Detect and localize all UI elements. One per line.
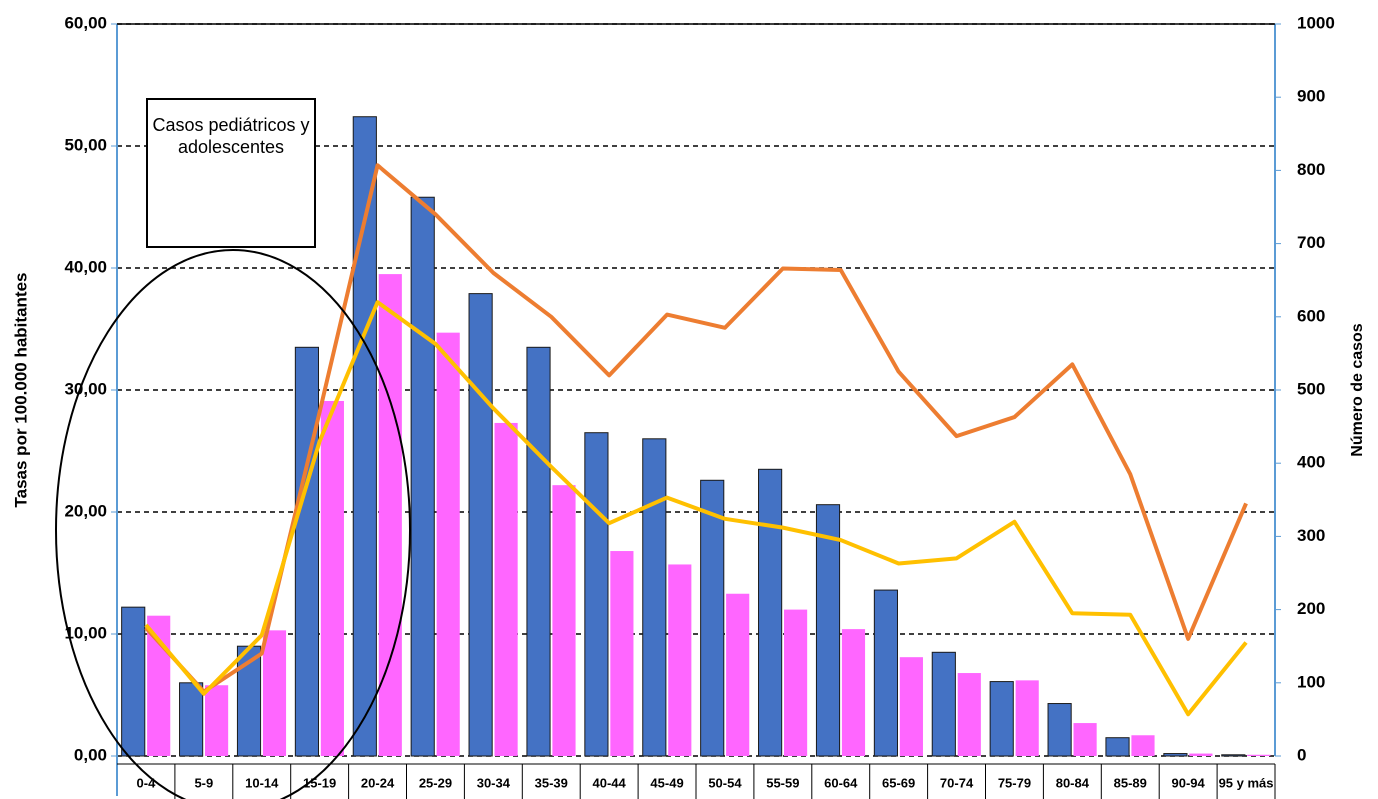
x-tick-label: 90-94 [1172, 775, 1206, 790]
bar [726, 593, 750, 756]
bar [989, 681, 1014, 757]
bar [352, 116, 377, 757]
x-tick-label: 5-9 [194, 775, 213, 790]
bar [320, 400, 344, 756]
bar [784, 609, 808, 756]
bar [468, 293, 493, 757]
bar [552, 485, 576, 756]
y2-tick-label: 100 [1297, 672, 1325, 691]
x-tick-label: 0-4 [137, 775, 157, 790]
bar [873, 589, 898, 757]
bar [610, 551, 634, 756]
bar [436, 332, 460, 756]
bar [1189, 753, 1213, 756]
y2-tick-label: 700 [1297, 233, 1325, 252]
highlight-ellipse [55, 249, 411, 799]
bar [700, 479, 725, 757]
x-tick-label: 35-39 [535, 775, 568, 790]
x-tick-label: 20-24 [361, 775, 395, 790]
y2-tick-label: 300 [1297, 526, 1325, 545]
y2-tick-label: 800 [1297, 160, 1325, 179]
y-tick-label: 40,00 [64, 257, 107, 276]
x-tick-label: 85-89 [1114, 775, 1147, 790]
line [144, 163, 1248, 694]
x-tick-label: 40-44 [593, 775, 627, 790]
x-tick-label: 70-74 [940, 775, 974, 790]
line [144, 300, 1248, 717]
bar [526, 346, 551, 757]
bar [1247, 754, 1271, 756]
annotation: Casos pediátricos y adolescentes [146, 98, 316, 248]
bar [205, 685, 229, 756]
x-tick-label: 65-69 [882, 775, 915, 790]
x-tick-label: 55-59 [766, 775, 799, 790]
y-tick-label: 50,00 [64, 135, 107, 154]
bar [758, 468, 783, 757]
x-tick-label: 80-84 [1056, 775, 1090, 790]
bar [815, 504, 841, 757]
x-tick-label: 60-64 [824, 775, 858, 790]
bar [899, 657, 923, 756]
y2-tick-label: 400 [1297, 453, 1325, 472]
y2-axis-label: Número de casos [1349, 323, 1366, 456]
y-tick-label: 0,00 [74, 745, 107, 764]
x-tick-label: 95 y más [1219, 775, 1274, 790]
y-tick-label: 20,00 [64, 501, 107, 520]
y2-tick-label: 500 [1297, 379, 1325, 398]
y2-tick-label: 600 [1297, 306, 1325, 325]
bar [931, 651, 956, 757]
x-tick-label: 30-34 [477, 775, 511, 790]
bar [668, 564, 692, 756]
bar [841, 629, 866, 756]
bar [147, 615, 171, 756]
bar [957, 673, 981, 756]
y2-tick-label: 0 [1297, 745, 1306, 764]
bar [1105, 737, 1130, 757]
bar [179, 682, 204, 757]
bar [378, 274, 402, 756]
y2-tick-label: 1000 [1297, 13, 1335, 32]
x-tick-label: 45-49 [650, 775, 683, 790]
x-tick-label: 25-29 [419, 775, 452, 790]
bar [584, 432, 609, 757]
y2-tick-label: 900 [1297, 87, 1325, 106]
bar [494, 422, 518, 756]
y-tick-label: 60,00 [64, 13, 107, 32]
x-tick-label: 75-79 [998, 775, 1031, 790]
bar [1163, 753, 1188, 757]
y-tick-label: 10,00 [64, 623, 107, 642]
x-tick-label: 10-14 [245, 775, 279, 790]
y-axis-label: Tasas por 100.000 habitantes [11, 273, 30, 508]
bar [262, 630, 287, 756]
y-tick-label: 30,00 [64, 379, 107, 398]
y2-tick-label: 200 [1297, 599, 1325, 618]
bar [1015, 680, 1039, 756]
bar [1047, 703, 1072, 757]
bar [1073, 723, 1097, 756]
bar [121, 606, 146, 757]
bar [1221, 754, 1246, 757]
x-tick-label: 50-54 [708, 775, 742, 790]
bar [294, 346, 319, 757]
bar [1131, 735, 1155, 756]
bar [642, 438, 667, 757]
x-tick-label: 15-19 [303, 775, 336, 790]
bar [410, 196, 435, 757]
